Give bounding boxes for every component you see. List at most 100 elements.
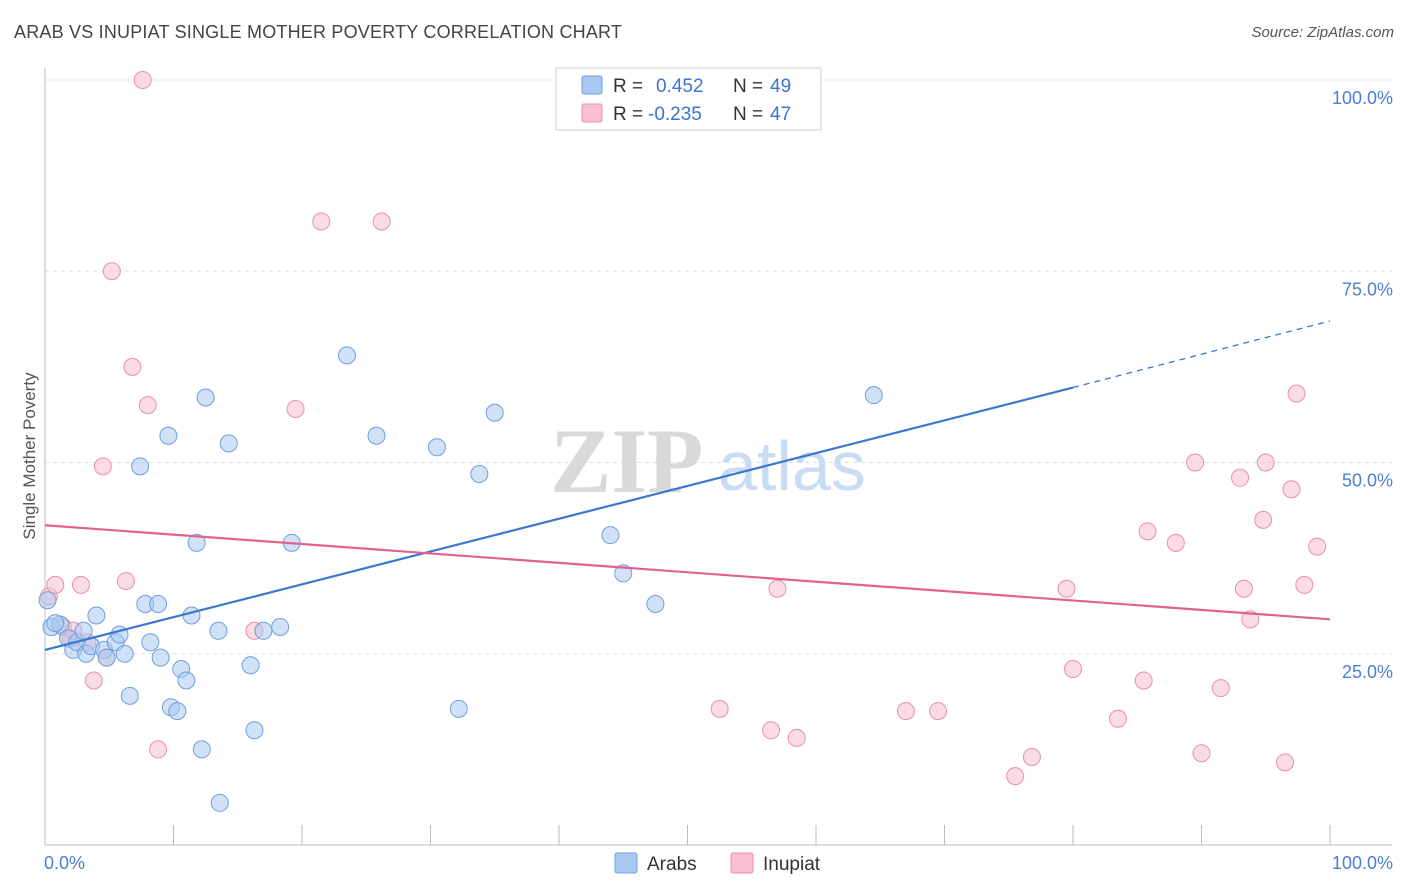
point-arabs-35: [271, 617, 290, 636]
point-arabs-29: [209, 621, 228, 640]
legend-n-label-arabs: N =: [733, 76, 763, 97]
point-inupiat-36: [1231, 468, 1250, 487]
point-inupiat-10: [116, 572, 135, 591]
point-inupiat-21: [768, 579, 787, 598]
point-arabs-48: [46, 614, 65, 633]
point-inupiat-40: [1256, 453, 1275, 472]
point-inupiat-24: [929, 702, 948, 721]
point-inupiat-16: [286, 399, 305, 418]
point-arabs-10: [97, 648, 116, 667]
point-inupiat-38: [1241, 610, 1260, 629]
point-inupiat-33: [1186, 453, 1205, 472]
point-arabs-22: [168, 702, 187, 721]
trend-line-inupiat: [44, 524, 1331, 621]
point-inupiat-35: [1211, 679, 1230, 698]
point-inupiat-29: [1108, 709, 1127, 728]
point-inupiat-7: [93, 457, 112, 476]
point-inupiat-23: [896, 702, 915, 721]
legend-bottom: Arabs Inupiat: [614, 852, 821, 875]
grid-lines: [45, 79, 1392, 655]
point-inupiat-11: [123, 357, 142, 376]
point-arabs-24: [177, 671, 196, 690]
point-arabs-8: [87, 606, 106, 625]
point-inupiat-19: [710, 699, 729, 718]
legend-swatch-arabs: [581, 75, 603, 95]
point-inupiat-26: [1022, 748, 1041, 767]
point-arabs-26: [187, 533, 206, 552]
point-arabs-19: [151, 648, 170, 667]
trend-line-arabs-extension: [1072, 320, 1331, 389]
legend-n-value-inupiat: 47: [770, 104, 791, 125]
point-arabs-5: [74, 621, 93, 640]
point-inupiat-44: [1295, 575, 1314, 594]
point-arabs-17: [141, 633, 160, 652]
x-tick-label-1: 100.0%: [1332, 853, 1393, 873]
point-inupiat-39: [1254, 510, 1273, 529]
point-inupiat-14: [149, 740, 168, 759]
legend-bottom-label-arabs: Arabs: [647, 854, 697, 875]
legend-r-value-arabs: 0.452: [656, 76, 704, 97]
point-inupiat-13: [138, 396, 157, 415]
point-inupiat-27: [1057, 579, 1076, 598]
watermark: ZIP atlas: [550, 410, 866, 512]
point-arabs-18: [149, 595, 168, 614]
point-arabs-25: [182, 606, 201, 625]
point-arabs-32: [241, 656, 260, 675]
point-arabs-13: [115, 644, 134, 663]
legend-swatch-inupiat: [581, 103, 603, 123]
point-inupiat-17: [312, 212, 331, 231]
point-arabs-28: [196, 388, 215, 407]
legend-r-label-inupiat: R =: [613, 104, 643, 125]
trend-line-arabs: [44, 386, 1074, 651]
point-arabs-34: [254, 621, 273, 640]
point-arabs-31: [219, 434, 238, 453]
point-inupiat-42: [1282, 480, 1301, 499]
point-inupiat-32: [1166, 533, 1185, 552]
series-arabs-points: [38, 346, 883, 812]
point-arabs-30: [210, 793, 229, 812]
point-inupiat-28: [1064, 660, 1082, 679]
point-arabs-42: [485, 403, 504, 422]
point-arabs-47: [38, 591, 57, 610]
watermark-zip: ZIP: [550, 410, 703, 512]
point-inupiat-37: [1234, 579, 1253, 598]
point-inupiat-30: [1134, 671, 1153, 690]
y-tick-label-2: 75.0%: [1342, 279, 1393, 299]
point-inupiat-31: [1138, 522, 1157, 541]
legend-top: R = 0.452 N = 49 R = -0.235 N = 47: [555, 67, 822, 131]
x-tick-labels: 0.0% 100.0%: [44, 853, 1393, 873]
point-arabs-27: [192, 740, 211, 759]
point-inupiat-20: [762, 721, 781, 740]
point-arabs-33: [245, 721, 264, 740]
y-tick-label-0: 25.0%: [1342, 662, 1393, 682]
point-arabs-45: [646, 595, 665, 614]
point-arabs-39: [427, 438, 446, 457]
point-arabs-46: [864, 386, 883, 405]
point-arabs-44: [614, 564, 633, 583]
chart-title: ARAB VS INUPIAT SINGLE MOTHER POVERTY CO…: [14, 22, 623, 42]
point-inupiat-6: [84, 671, 103, 690]
y-tick-labels: 25.0% 50.0% 75.0% 100.0%: [1332, 88, 1393, 682]
legend-r-label-arabs: R =: [613, 76, 643, 97]
axes: [44, 68, 1392, 846]
x-tick-label-0: 0.0%: [44, 853, 85, 873]
point-arabs-20: [159, 426, 178, 445]
point-inupiat-9: [102, 262, 121, 281]
legend-n-value-arabs: 49: [770, 76, 791, 97]
point-inupiat-12: [133, 71, 152, 89]
point-inupiat-45: [1308, 537, 1327, 556]
point-arabs-43: [601, 526, 620, 545]
point-arabs-41: [470, 464, 489, 483]
point-arabs-37: [337, 346, 356, 365]
point-inupiat-25: [1006, 767, 1025, 786]
trend-lines: [44, 320, 1331, 651]
point-arabs-38: [367, 426, 386, 445]
watermark-atlas: atlas: [718, 427, 866, 505]
chart-source: Source: ZipAtlas.com: [1251, 24, 1394, 41]
y-tick-label-3: 100.0%: [1332, 88, 1393, 108]
y-tick-label-1: 50.0%: [1342, 471, 1393, 491]
point-inupiat-41: [1276, 753, 1295, 772]
legend-r-value-inupiat: -0.235: [648, 104, 702, 125]
y-axis-label: Single Mother Poverty: [20, 372, 39, 540]
